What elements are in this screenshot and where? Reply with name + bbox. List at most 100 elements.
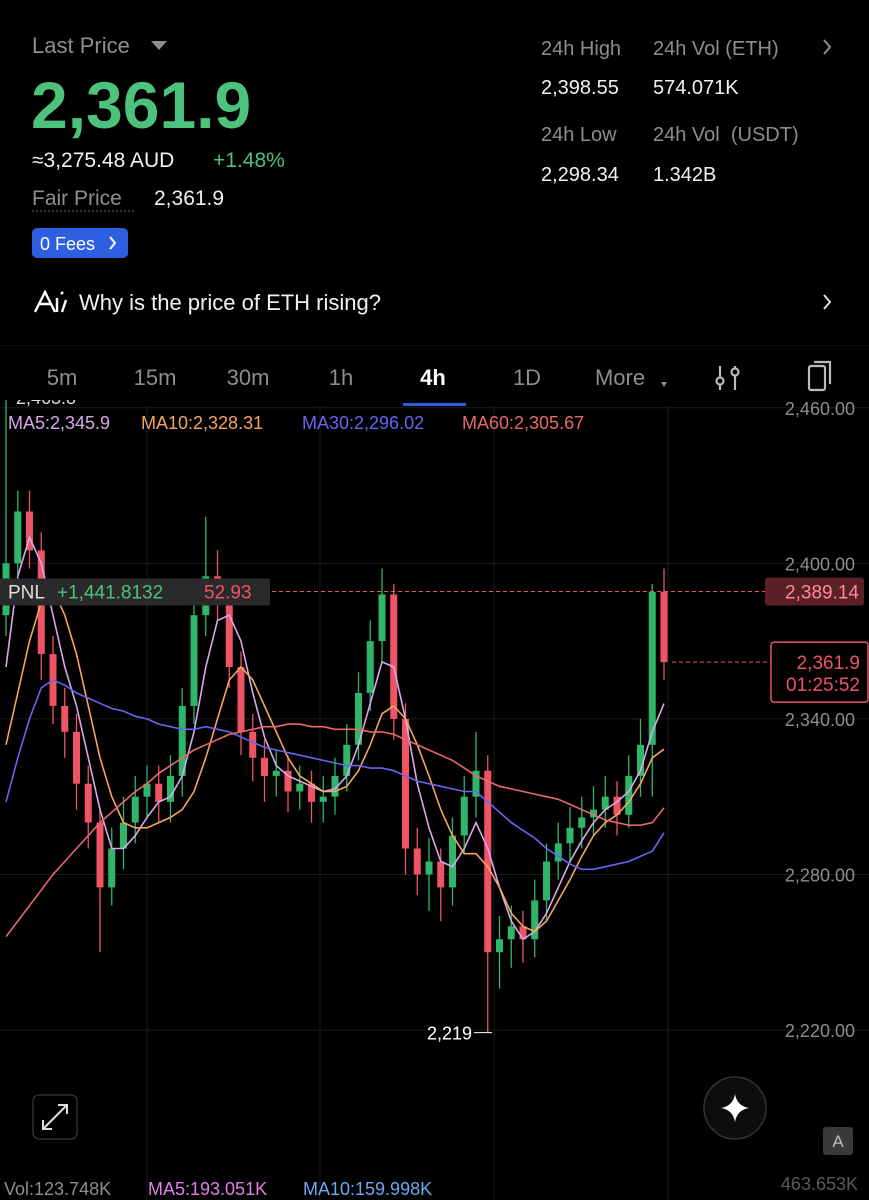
- candle-body: [84, 783, 92, 823]
- tab[interactable]: 30m: [227, 365, 270, 390]
- tab[interactable]: 1h: [329, 365, 353, 390]
- stat-value: 2,398.55: [541, 77, 619, 99]
- volume-ma10: MA10:159.998K: [303, 1179, 432, 1199]
- candle-body: [496, 939, 503, 953]
- legend-entry: MA60:2,305.67: [462, 413, 584, 433]
- candle-body: [519, 926, 527, 940]
- current-price: 2,361.9: [797, 653, 860, 674]
- candle-body: [637, 744, 644, 776]
- stat-value: 2,298.34: [541, 164, 619, 186]
- insight-text[interactable]: Why is the price of ETH rising?: [79, 290, 381, 315]
- ma-line: [5, 535, 665, 941]
- tab[interactable]: More: [595, 365, 645, 390]
- candle-body: [178, 705, 186, 776]
- candle-body: [625, 775, 633, 815]
- candle-body: [472, 770, 480, 797]
- ma-line: [5, 723, 665, 938]
- candle-body: [601, 796, 609, 810]
- y-tick-label: 2,460.00: [785, 399, 855, 419]
- candle-body: [484, 770, 492, 953]
- candle-body: [249, 731, 257, 758]
- candle-body: [296, 783, 304, 792]
- star-icon: [721, 1094, 749, 1122]
- candle-body: [108, 848, 116, 888]
- volume-max: 463.653K: [781, 1174, 858, 1194]
- candle-body: [319, 796, 327, 802]
- insight-row[interactable]: Why is the price of ETH rising?: [33, 289, 832, 315]
- candle-body: [648, 591, 656, 745]
- position-price: 2,389.14: [785, 582, 859, 603]
- candle-body: [460, 796, 468, 836]
- tab-underline: [403, 403, 466, 406]
- tab[interactable]: 4h: [420, 365, 446, 390]
- timeframe-tabs: 5m 15m 30m 1h 4h 1D More: [47, 365, 645, 390]
- tab[interactable]: 5m: [47, 365, 78, 390]
- pnl-box: [0, 578, 270, 606]
- indicator-icon[interactable]: [715, 366, 740, 390]
- tab[interactable]: 1D: [513, 365, 541, 390]
- candle-body: [543, 861, 550, 901]
- layout-icon[interactable]: [807, 360, 832, 392]
- expand-icon: [42, 1104, 68, 1130]
- candle-body: [131, 796, 139, 823]
- candle-body: [225, 602, 233, 668]
- candle-body: [660, 591, 668, 663]
- fair-price-label: Fair Price: [32, 187, 122, 210]
- candle-body: [155, 783, 163, 802]
- candle-body: [531, 900, 539, 940]
- more-arrow: [661, 382, 667, 387]
- candle-body: [167, 775, 174, 802]
- volume-legend: Vol:123.748K MA5:193.051K MA10:159.998K …: [4, 1174, 858, 1199]
- stat-label: 24h Vol (USDT): [653, 124, 799, 146]
- auto-icon: A: [832, 1132, 844, 1151]
- position-tag: [765, 577, 864, 606]
- tab[interactable]: 15m: [134, 365, 177, 390]
- y-tick-label: 2,220.00: [785, 1021, 855, 1041]
- stat-label: 24h Vol (ETH): [653, 38, 779, 60]
- chevron[interactable]: [823, 39, 832, 55]
- candle-body: [566, 827, 574, 844]
- chevron: [109, 236, 117, 250]
- volume-ma5: MA5:193.051K: [148, 1179, 267, 1199]
- approx-price: ≈3,275.48 AUD: [32, 149, 174, 172]
- candle-body: [554, 843, 562, 862]
- candle-body: [578, 817, 586, 828]
- current-price-tag: [770, 641, 869, 703]
- candle-body: [61, 705, 69, 732]
- chart-controls: A: [32, 1076, 853, 1155]
- y-tick-label: 2,340.00: [785, 710, 855, 730]
- auto-button[interactable]: [823, 1127, 853, 1155]
- legend-entry: MA10:2,328.31: [141, 413, 263, 433]
- stat-label: 24h High: [541, 38, 621, 60]
- candle-body: [343, 744, 351, 776]
- candle-body: [308, 783, 315, 802]
- tab-bar-backdrop: [0, 346, 869, 400]
- candle-body: [73, 731, 80, 784]
- candle-body: [143, 783, 151, 797]
- candle-body: [613, 796, 621, 815]
- candle-body: [590, 809, 597, 818]
- candle-body: [378, 594, 386, 642]
- ai-icon: [33, 289, 68, 313]
- pnl-label: PNL: [8, 582, 45, 603]
- candle-body: [237, 667, 245, 732]
- candle-body: [26, 511, 33, 551]
- candle-body: [96, 822, 104, 888]
- candle-body: [425, 861, 433, 875]
- legend-entry: MA5:2,345.9: [8, 413, 110, 433]
- fees-text[interactable]: 0 Fees: [40, 234, 95, 254]
- candle-body: [413, 848, 421, 875]
- candle-body: [14, 511, 22, 564]
- ma-line: [5, 679, 665, 871]
- price-change: +1.48%: [213, 149, 285, 172]
- legend-entry: MA30:2,296.02: [302, 413, 424, 433]
- candle-body: [437, 861, 445, 888]
- candle-body: [390, 594, 398, 719]
- candle-body: [449, 835, 456, 888]
- volume-label: Vol:123.748K: [4, 1179, 111, 1199]
- fair-price: 2,361.9: [154, 187, 224, 210]
- last-price-label[interactable]: Last Price: [32, 33, 130, 58]
- fees-button[interactable]: [32, 228, 128, 258]
